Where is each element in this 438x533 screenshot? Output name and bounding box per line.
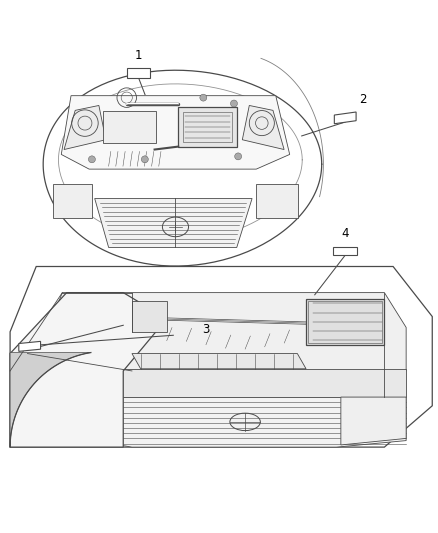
Text: 3: 3 [202,323,210,336]
Polygon shape [80,369,406,397]
Text: 4: 4 [342,228,349,240]
Polygon shape [53,184,92,218]
Polygon shape [333,247,357,255]
Bar [127,68,150,78]
Bar [308,301,382,343]
Polygon shape [61,96,290,169]
Bar [103,111,156,143]
Bar [306,299,385,345]
Polygon shape [256,184,298,218]
Polygon shape [242,106,284,150]
Text: 1: 1 [135,49,142,62]
Polygon shape [64,106,106,150]
Polygon shape [95,198,252,247]
Polygon shape [80,397,406,447]
Polygon shape [19,341,41,351]
Circle shape [200,94,207,101]
Bar [132,301,167,332]
Polygon shape [10,266,432,447]
Polygon shape [10,293,167,447]
Polygon shape [132,353,306,369]
Circle shape [141,156,148,163]
Polygon shape [341,397,406,445]
Circle shape [88,156,95,163]
Bar [178,108,237,147]
Circle shape [230,100,237,107]
Polygon shape [45,293,406,371]
Text: 2: 2 [359,93,366,107]
Bar [183,112,233,142]
Polygon shape [334,112,356,124]
Polygon shape [10,352,91,447]
Circle shape [235,153,242,160]
